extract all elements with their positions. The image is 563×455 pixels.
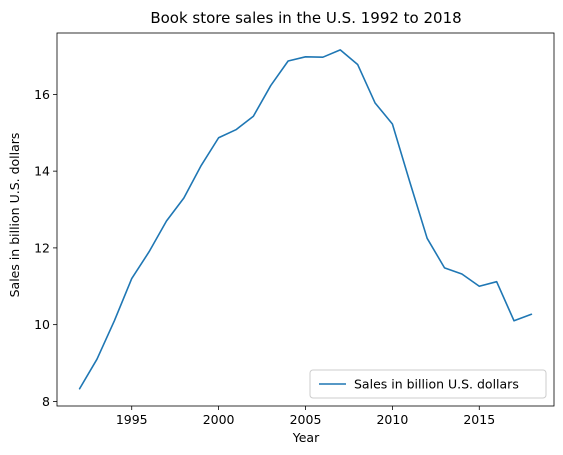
y-tick-label: 8 xyxy=(42,394,50,409)
y-tick-label: 14 xyxy=(34,164,50,179)
chart-title: Book store sales in the U.S. 1992 to 201… xyxy=(150,9,461,27)
y-tick-label: 10 xyxy=(34,317,50,332)
x-axis-label: Year xyxy=(292,430,320,445)
plot-area: 1995 2000 2005 2010 2015 8 10 12 14 16 xyxy=(34,32,555,427)
legend-box xyxy=(309,369,547,399)
x-tick-label: 1995 xyxy=(116,412,148,427)
y-axis-label: Sales in billion U.S. dollars xyxy=(7,133,22,298)
plot-frame xyxy=(56,32,555,407)
series-line xyxy=(78,49,533,390)
x-tick-label: 2015 xyxy=(463,412,495,427)
y-tick-label: 12 xyxy=(34,240,50,255)
legend: Sales in billion U.S. dollars xyxy=(309,369,547,399)
y-tick-label: 16 xyxy=(34,87,50,102)
x-tick-label: 2010 xyxy=(376,412,408,427)
legend-label: Sales in billion U.S. dollars xyxy=(354,377,519,392)
x-tick-label: 2000 xyxy=(203,412,235,427)
x-tick-label: 2005 xyxy=(290,412,322,427)
